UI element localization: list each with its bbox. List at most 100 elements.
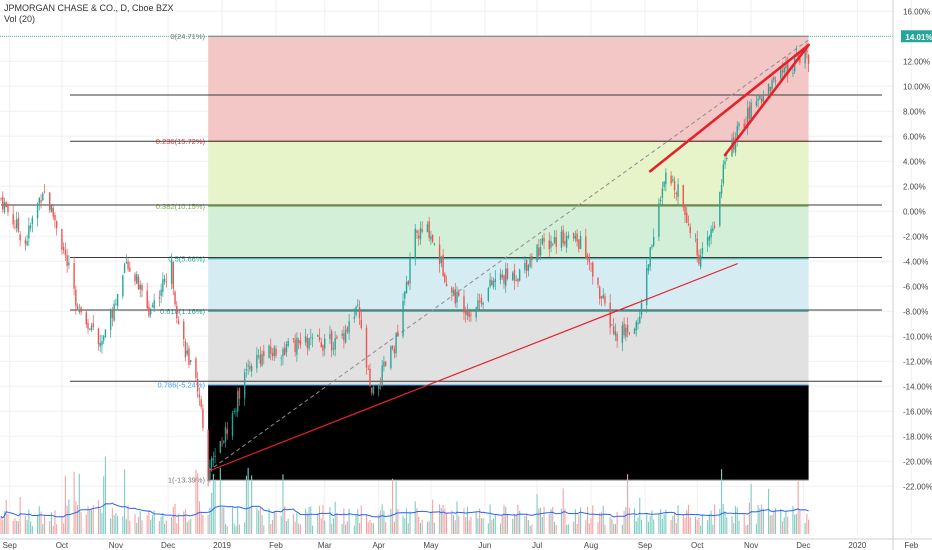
candle-body xyxy=(273,347,275,357)
volume-bar xyxy=(146,515,148,534)
candle-body xyxy=(780,68,782,79)
candle-body xyxy=(379,382,382,384)
candle-body xyxy=(478,300,481,302)
candle-body xyxy=(499,273,502,281)
volume-bar xyxy=(750,483,752,534)
volume-bar xyxy=(221,507,223,534)
candle-body xyxy=(529,257,531,267)
volume-bar xyxy=(346,521,348,534)
x-tick-label: Nov xyxy=(109,541,123,550)
candle-body xyxy=(261,354,263,366)
candle-body xyxy=(17,217,20,232)
candle-body xyxy=(419,228,422,240)
candle-body xyxy=(317,335,319,337)
volume-bar xyxy=(31,525,33,534)
volume-bar xyxy=(463,508,465,534)
volume-bar xyxy=(158,520,160,534)
volume-bar xyxy=(506,513,509,534)
volume-bar xyxy=(757,504,759,534)
candle-body xyxy=(538,247,540,256)
volume-bar xyxy=(200,513,202,534)
candle-body xyxy=(270,346,272,354)
candle-body xyxy=(360,319,362,328)
candle-body xyxy=(755,101,758,106)
volume-bar xyxy=(677,505,679,534)
candle-body xyxy=(334,338,336,350)
volume-bar xyxy=(343,508,345,534)
candle-body xyxy=(599,287,601,299)
volume-bar xyxy=(505,506,507,534)
volume-bar xyxy=(755,523,757,534)
volume-bar xyxy=(675,523,677,534)
candle-body xyxy=(395,332,397,354)
volume-bar xyxy=(426,521,428,534)
volume-bar xyxy=(66,505,68,534)
volume-bar xyxy=(324,520,326,534)
candle-body xyxy=(80,307,82,313)
volume-bar xyxy=(115,513,117,534)
candle-body xyxy=(209,467,211,480)
volume-bar xyxy=(780,508,782,534)
candle-body xyxy=(600,296,603,299)
candle-body xyxy=(92,323,94,327)
volume-bar xyxy=(367,522,369,534)
candle-body xyxy=(787,61,789,75)
y-tick-label: -8.00% xyxy=(903,307,928,316)
candle-body xyxy=(177,320,180,325)
trend-lines xyxy=(207,43,810,472)
volume-bar xyxy=(440,508,442,534)
candle-body xyxy=(797,53,799,60)
candle-body xyxy=(341,333,343,336)
volume-bar xyxy=(14,518,16,534)
candle-body xyxy=(26,241,28,246)
candle-body xyxy=(646,268,648,306)
volume-bar xyxy=(378,514,380,534)
volume-bar xyxy=(134,514,136,534)
candle-body xyxy=(524,262,526,270)
volume-bar xyxy=(263,525,265,534)
candle-body xyxy=(62,247,65,251)
volume-bar xyxy=(237,506,239,534)
candle-body xyxy=(271,352,274,357)
candle-body xyxy=(759,95,761,99)
candle-body xyxy=(198,394,201,398)
volume-bar xyxy=(385,521,387,534)
candle-body xyxy=(219,440,222,453)
volume-bar xyxy=(433,522,435,534)
volume-bar xyxy=(432,499,434,534)
volume-bar xyxy=(421,519,423,534)
volume-bar xyxy=(743,514,745,534)
volume-bar xyxy=(198,501,200,534)
volume-bar xyxy=(38,506,40,534)
candle-body xyxy=(565,236,568,248)
volume-bar xyxy=(475,511,477,534)
candle-body xyxy=(68,262,70,266)
volume-bar xyxy=(273,511,275,534)
volume-bar xyxy=(724,511,726,534)
volume-bar xyxy=(566,524,568,534)
candle-body xyxy=(670,175,672,184)
y-tick-label: 6.00% xyxy=(903,132,926,141)
y-tick-label: -14.00% xyxy=(903,382,932,391)
volume-bar xyxy=(614,524,616,534)
candle-body xyxy=(210,458,213,468)
candle-body xyxy=(137,276,140,290)
volume-bar xyxy=(567,524,569,534)
candle-body xyxy=(176,305,178,319)
fib-zone xyxy=(208,206,809,259)
volume-bar xyxy=(781,521,784,534)
candle-body xyxy=(330,331,333,351)
candle-body xyxy=(257,356,260,358)
candle-body xyxy=(275,348,277,356)
candle-body xyxy=(296,337,298,355)
candle-body xyxy=(567,235,570,238)
volume-bar xyxy=(543,506,545,534)
candle-body xyxy=(640,302,643,316)
candle-body xyxy=(738,123,740,127)
volume-bar xyxy=(172,506,174,534)
x-tick-label: Dec xyxy=(161,541,175,550)
volume-bar xyxy=(647,521,650,534)
volume-bar xyxy=(251,475,253,534)
candle-body xyxy=(682,184,684,208)
